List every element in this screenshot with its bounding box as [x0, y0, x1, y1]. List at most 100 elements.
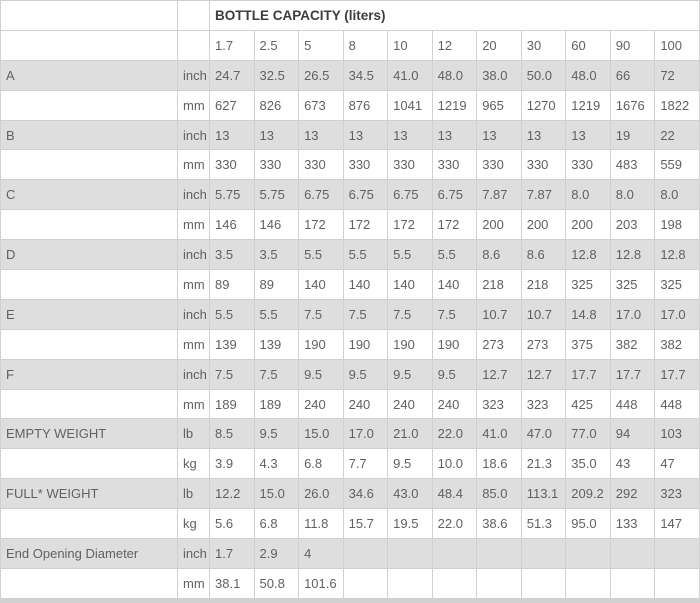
value-cell: 7.5	[298, 298, 344, 330]
row-label-cell	[0, 448, 178, 480]
row-label-cell	[0, 508, 178, 540]
value-cell: 13	[209, 119, 255, 151]
value-cell: 448	[609, 388, 656, 420]
value-cell: 9.5	[342, 358, 389, 390]
value-cell: 18.6	[476, 448, 522, 480]
value-cell: 4	[298, 538, 344, 569]
row-label-cell	[0, 388, 178, 420]
row-label-cell: D	[0, 239, 178, 271]
value-cell: 330	[253, 149, 300, 181]
value-cell: 198	[654, 209, 700, 241]
unit-cell: mm	[177, 149, 210, 181]
value-cell: 22	[654, 119, 700, 151]
value-cell: 140	[387, 269, 433, 300]
capacity-header-cell: 100	[654, 29, 700, 61]
value-cell: 47	[654, 448, 700, 480]
row-label-cell: E	[0, 298, 178, 330]
value-cell: 32.5	[253, 59, 300, 91]
value-cell: 330	[431, 149, 478, 181]
value-cell: 17.7	[654, 358, 700, 390]
value-cell: 26.5	[298, 59, 344, 91]
value-cell: 483	[609, 149, 656, 181]
empty-unit-cell	[177, 29, 210, 61]
value-cell: 330	[476, 149, 522, 181]
table-row: kg 3.9 4.3 6.8 7.7 9.5 10.0 18.6 21.3 35.0 43 47	[0, 448, 700, 480]
value-cell: 47.0	[520, 418, 567, 450]
value-cell: 19.5	[387, 508, 433, 540]
value-cell: 10.7	[520, 298, 567, 330]
value-cell: 627	[209, 89, 255, 121]
unit-cell: inch	[177, 59, 210, 91]
value-cell: 24.7	[209, 59, 255, 91]
value-cell: 172	[298, 209, 344, 241]
capacity-header-cell: 30	[520, 29, 567, 61]
value-cell: 6.8	[253, 508, 300, 540]
value-cell: 34.6	[342, 478, 389, 510]
value-cell: 12.2	[209, 478, 255, 510]
value-cell: 89	[253, 269, 300, 300]
value-cell: 7.5	[209, 358, 255, 390]
value-cell: 240	[298, 388, 344, 420]
value-cell: 43	[609, 448, 656, 480]
value-cell: 273	[476, 328, 522, 360]
value-cell: 13	[342, 119, 389, 151]
row-label-cell: End Opening Diameter	[0, 538, 178, 569]
value-cell: 5.5	[298, 239, 344, 271]
empty-label-cell	[0, 29, 178, 61]
value-cell: 9.5	[387, 448, 433, 480]
unit-cell: lb	[177, 418, 210, 450]
value-cell: 5.5	[431, 239, 478, 271]
value-cell: 13	[298, 119, 344, 151]
value-cell: 21.0	[387, 418, 433, 450]
value-cell: 85.0	[476, 478, 522, 510]
table-row: mm 627 826 673 876 1041 1219 965 1270 1219 1676 182…	[0, 89, 700, 121]
table-row: mm 38.1 50.8 101.6	[0, 567, 700, 599]
value-cell: 382	[609, 328, 656, 360]
value-cell: 7.5	[431, 298, 478, 330]
value-cell: 17.7	[609, 358, 656, 390]
empty-unit-corner-cell	[177, 0, 210, 31]
value-cell: 12.7	[520, 358, 567, 390]
capacity-header-cell: 2.5	[253, 29, 300, 61]
value-cell: 34.5	[342, 59, 389, 91]
value-cell: 172	[342, 209, 389, 241]
value-cell: 6.75	[342, 179, 389, 211]
value-cell: 7.7	[342, 448, 389, 480]
value-cell: 146	[209, 209, 255, 241]
value-cell: 15.7	[342, 508, 389, 540]
value-cell: 17.7	[565, 358, 611, 390]
value-cell: 1219	[565, 89, 611, 121]
table-title: BOTTLE CAPACITY (liters)	[209, 0, 700, 31]
value-cell: 330	[298, 149, 344, 181]
value-cell: 323	[654, 478, 700, 510]
value-cell: 11.8	[298, 508, 344, 540]
value-cell	[342, 538, 389, 569]
unit-cell: inch	[177, 119, 210, 151]
value-cell: 375	[565, 328, 611, 360]
value-cell: 7.87	[476, 179, 522, 211]
value-cell: 89	[209, 269, 255, 300]
value-cell: 5.5	[253, 298, 300, 330]
value-cell: 273	[520, 328, 567, 360]
value-cell: 2.9	[253, 538, 300, 569]
row-label-cell	[0, 567, 178, 599]
value-cell: 6.75	[387, 179, 433, 211]
value-cell: 41.0	[387, 59, 433, 91]
value-cell: 448	[654, 388, 700, 420]
unit-cell: mm	[177, 209, 210, 241]
value-cell: 330	[520, 149, 567, 181]
value-cell	[431, 538, 478, 569]
value-cell: 17.0	[654, 298, 700, 330]
value-cell: 203	[609, 209, 656, 241]
value-cell: 140	[431, 269, 478, 300]
value-cell: 13	[565, 119, 611, 151]
value-cell: 50.0	[520, 59, 567, 91]
value-cell: 6.75	[298, 179, 344, 211]
table-row: mm 330 330 330 330 330 330 330 330 330 483 559	[0, 149, 700, 181]
value-cell: 826	[253, 89, 300, 121]
value-cell: 139	[209, 328, 255, 360]
value-cell: 1822	[654, 89, 700, 121]
value-cell: 38.0	[476, 59, 522, 91]
value-cell: 673	[298, 89, 344, 121]
value-cell: 330	[387, 149, 433, 181]
